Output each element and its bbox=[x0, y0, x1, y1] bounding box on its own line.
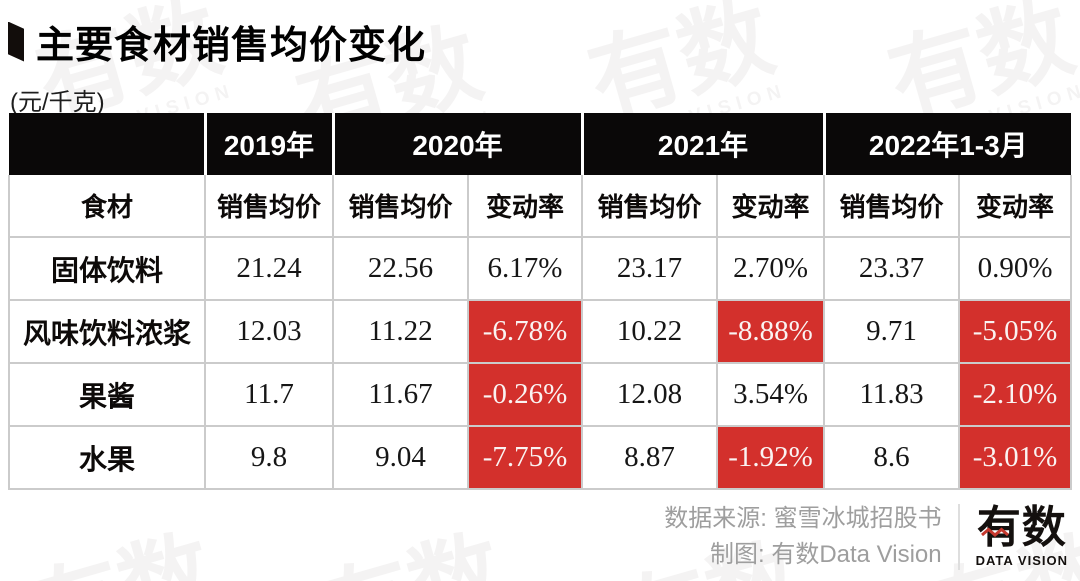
price-table: 2019年 2020年 2021年 2022年1-3月 食材 销售均价 销售均价… bbox=[8, 113, 1073, 490]
watermark: 有数 bbox=[20, 520, 225, 581]
rate-cell: -1.92% bbox=[716, 425, 826, 490]
credit-label: 制图: 有数Data Vision bbox=[709, 541, 942, 568]
price-cell: 11.22 bbox=[332, 299, 469, 364]
column-header-avg-price: 销售均价 bbox=[332, 175, 469, 238]
year-header-2021: 2021年 bbox=[580, 113, 825, 175]
price-cell: 9.71 bbox=[823, 299, 961, 364]
brand-logo-subtext: DATA VISION bbox=[975, 553, 1068, 568]
brand-logo-text: 有数 bbox=[976, 503, 1067, 552]
header: 主要食材销售均价变化 (元/千克) bbox=[8, 14, 426, 117]
column-header-change-rate: 变动率 bbox=[958, 175, 1073, 238]
watermark: 有数 bbox=[310, 520, 515, 581]
column-header-avg-price: 销售均价 bbox=[823, 175, 961, 238]
table-row: 果酱 11.7 11.67 -0.26% 12.08 3.54% 11.83 -… bbox=[8, 362, 1073, 427]
footer: 数据来源: 蜜雪冰城招股书 制图: 有数Data Vision 有数 DATA … bbox=[664, 501, 1068, 573]
title-bullet-icon bbox=[8, 21, 24, 62]
footer-divider bbox=[957, 504, 960, 570]
price-cell: 23.37 bbox=[823, 236, 961, 301]
year-header-2020: 2020年 bbox=[331, 113, 583, 175]
rate-cell: -6.78% bbox=[466, 299, 584, 364]
price-cell: 11.83 bbox=[823, 362, 961, 427]
food-name: 果酱 bbox=[8, 362, 206, 427]
rate-cell: -8.88% bbox=[716, 299, 826, 364]
rate-cell: 3.54% bbox=[716, 362, 826, 427]
year-header-2019: 2019年 bbox=[203, 113, 333, 175]
price-cell: 9.04 bbox=[332, 425, 469, 490]
data-source-label: 数据来源: 蜜雪冰城招股书 bbox=[664, 505, 942, 532]
rate-cell: 6.17% bbox=[466, 236, 584, 301]
price-cell: 10.22 bbox=[581, 299, 719, 364]
price-cell: 9.8 bbox=[204, 425, 334, 490]
rate-cell: -3.01% bbox=[958, 425, 1073, 490]
column-header-avg-price: 销售均价 bbox=[581, 175, 719, 238]
rate-cell: 2.70% bbox=[716, 236, 826, 301]
food-name: 水果 bbox=[8, 425, 206, 490]
rate-cell: -0.26% bbox=[466, 362, 584, 427]
rate-cell: -2.10% bbox=[958, 362, 1073, 427]
logo-wave-icon bbox=[980, 527, 1009, 537]
rate-cell: -5.05% bbox=[958, 299, 1073, 364]
price-cell: 21.24 bbox=[204, 236, 334, 301]
table-row: 固体饮料 21.24 22.56 6.17% 23.17 2.70% 23.37… bbox=[8, 236, 1073, 301]
price-cell: 12.03 bbox=[204, 299, 334, 364]
table-row: 水果 9.8 9.04 -7.75% 8.87 -1.92% 8.6 -3.01… bbox=[8, 425, 1073, 490]
corner-cell bbox=[9, 113, 205, 175]
price-cell: 12.08 bbox=[581, 362, 719, 427]
rate-cell: 0.90% bbox=[958, 236, 1073, 301]
column-header-avg-price: 销售均价 bbox=[204, 175, 334, 238]
column-header-food: 食材 bbox=[8, 175, 206, 238]
price-cell: 11.67 bbox=[332, 362, 469, 427]
column-header-change-rate: 变动率 bbox=[716, 175, 826, 238]
brand-logo: 有数 DATA VISION bbox=[975, 503, 1068, 569]
price-cell: 23.17 bbox=[581, 236, 719, 301]
year-header-2022: 2022年1-3月 bbox=[822, 113, 1072, 175]
rate-cell: -7.75% bbox=[466, 425, 584, 490]
price-cell: 22.56 bbox=[332, 236, 469, 301]
food-name: 固体饮料 bbox=[8, 236, 206, 301]
price-cell: 11.7 bbox=[204, 362, 334, 427]
price-cell: 8.87 bbox=[581, 425, 719, 490]
page-title: 主要食材销售均价变化 bbox=[36, 25, 427, 67]
column-header-change-rate: 变动率 bbox=[466, 175, 584, 238]
food-name: 风味饮料浓浆 bbox=[8, 299, 206, 364]
unit-label: (元/千克) bbox=[10, 89, 105, 116]
table-row: 风味饮料浓浆 12.03 11.22 -6.78% 10.22 -8.88% 9… bbox=[8, 299, 1073, 364]
price-cell: 8.6 bbox=[823, 425, 961, 490]
